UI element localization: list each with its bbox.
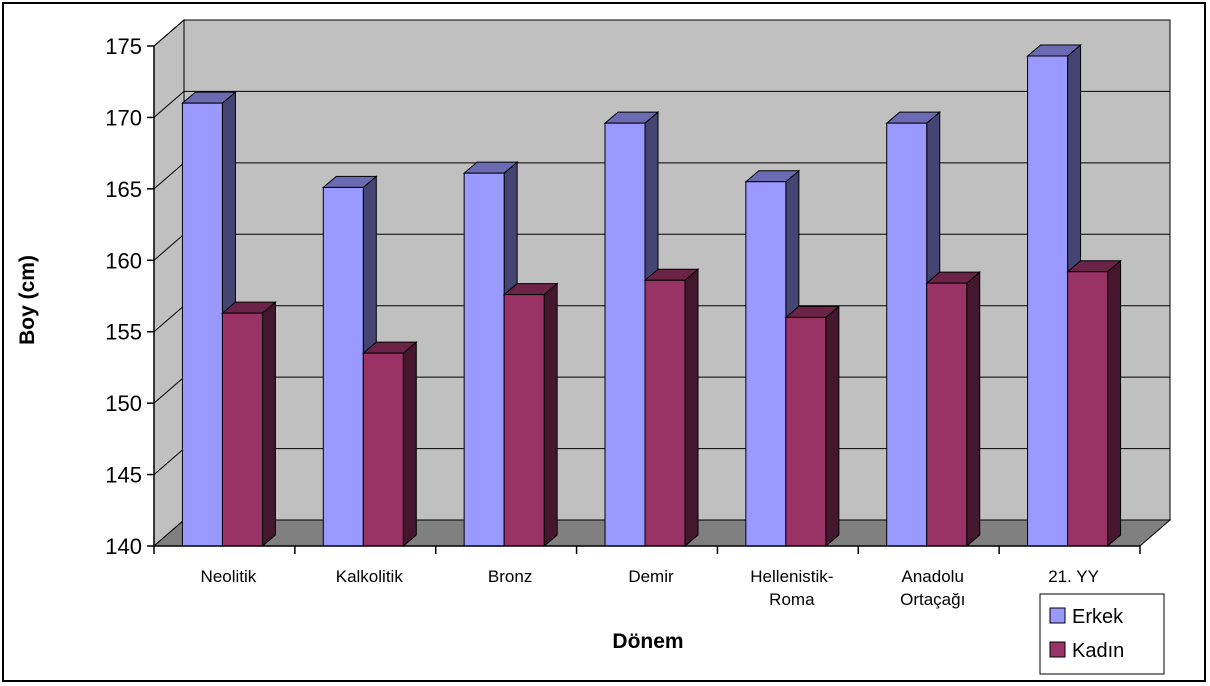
bar-front — [463, 172, 505, 547]
bar-front — [362, 352, 404, 547]
bar-kadın-6 — [1066, 259, 1122, 548]
bar-front — [322, 186, 364, 547]
bar-erkek-1 — [321, 175, 378, 548]
x-tick-label: Neolitik — [201, 567, 257, 586]
x-tick-label: Kalkolitik — [336, 567, 404, 586]
x-tick-labels: Neolitik Kalkolitik Bronz Demir Hellenistik-… — [201, 567, 1099, 609]
y-tick-label: 145 — [105, 463, 142, 488]
side-wall — [153, 18, 185, 548]
bar-front — [926, 282, 968, 547]
bar-front — [886, 122, 928, 547]
bar-side — [825, 305, 840, 548]
gridline-side — [153, 233, 185, 261]
x-tick-label: Demir — [628, 567, 674, 586]
chart-svg: 140 145 150 155 160 165 170 175 Neolitik Kalkoli… — [16, 18, 1172, 675]
gridline-side — [153, 305, 185, 333]
bar-side — [261, 301, 276, 548]
bar-kadın-2 — [502, 282, 559, 548]
x-tick-label: Bronz — [488, 567, 532, 586]
bar-kadın-5 — [925, 271, 982, 548]
bar-front — [604, 122, 646, 547]
x-tick-label: Anadolu — [902, 567, 964, 586]
x-tick-label: 21. YY — [1048, 567, 1099, 586]
bar-front — [1067, 271, 1109, 547]
y-tick-label: 140 — [105, 534, 142, 559]
y-axis-title: Boy (cm) — [16, 255, 39, 345]
legend-label: Kadın — [1072, 640, 1124, 662]
bar-front — [745, 181, 787, 547]
bar-side — [543, 282, 558, 548]
legend: Erkek Kadın — [1039, 593, 1165, 675]
bar-kadın-4 — [784, 305, 841, 548]
bar-side — [966, 271, 981, 548]
gridline-side — [153, 376, 185, 404]
x-axis-title: Dönem — [612, 630, 683, 653]
legend-box — [1039, 593, 1165, 675]
bar-front — [503, 294, 545, 547]
bar-front — [1027, 55, 1069, 547]
gridline-side — [153, 19, 185, 47]
bar-front — [181, 102, 223, 547]
y-tick-label: 160 — [105, 248, 142, 273]
x-tick-label: Ortaçağı — [900, 590, 965, 609]
x-tick-label: Roma — [769, 590, 815, 609]
bar-kadın-0 — [221, 301, 277, 548]
y-tick-label: 155 — [105, 320, 142, 345]
gridline-side — [153, 448, 185, 475]
bar-side — [684, 268, 699, 548]
bar-front — [644, 279, 686, 547]
axes — [147, 45, 1141, 554]
y-tick-label: 150 — [105, 391, 142, 416]
bar-side — [1107, 259, 1122, 548]
legend-swatch — [1049, 607, 1066, 624]
bar-front — [221, 312, 263, 547]
bar-side — [402, 341, 417, 548]
bar-kadın-1 — [361, 341, 418, 548]
x-tick-label: Hellenistik- — [750, 567, 833, 586]
gridline-side — [153, 162, 185, 190]
legend-label: Erkek — [1072, 606, 1124, 628]
bar-front — [785, 316, 827, 547]
bar-kadın-3 — [643, 268, 700, 548]
legend-swatch — [1049, 641, 1066, 658]
y-tick-label: 170 — [105, 105, 142, 130]
bar-erkek-6 — [1026, 43, 1082, 548]
y-tick-label: 175 — [105, 34, 142, 59]
y-tick-label: 165 — [105, 177, 142, 202]
gridline-side — [153, 91, 185, 118]
y-tick-labels: 140 145 150 155 160 165 170 175 — [105, 34, 142, 559]
